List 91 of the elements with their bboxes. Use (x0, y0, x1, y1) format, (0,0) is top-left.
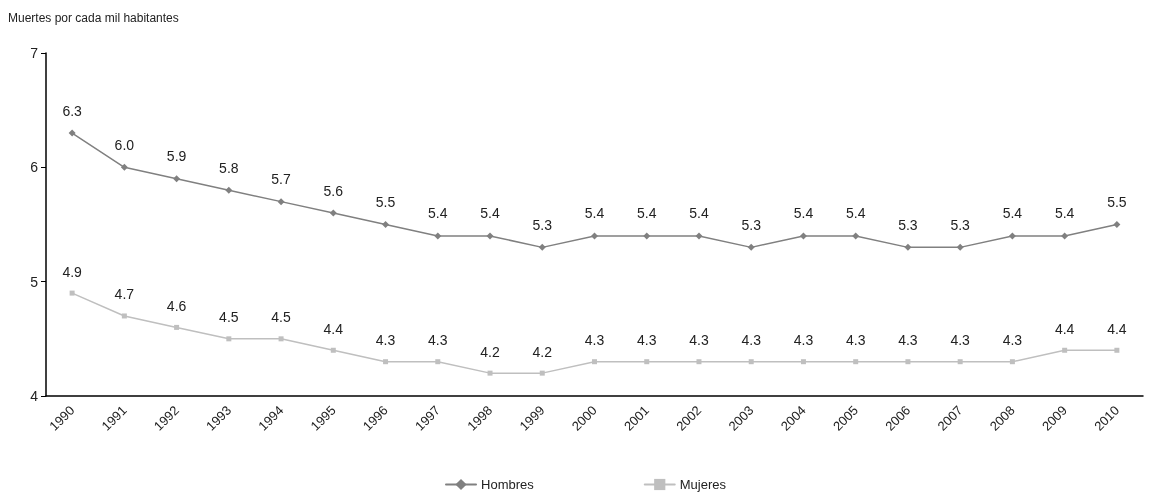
data-label: 4.5 (271, 309, 292, 326)
data-label: 4.3 (637, 332, 657, 349)
point (68, 129, 76, 137)
point (487, 370, 493, 376)
point (957, 359, 963, 365)
point (538, 243, 546, 251)
data-label: 4.7 (114, 286, 135, 303)
point (1062, 347, 1068, 353)
data-label: 5.8 (219, 159, 239, 176)
point (1061, 232, 1069, 240)
y-tick-label: 4 (30, 388, 39, 404)
point (173, 175, 181, 183)
point (1009, 359, 1015, 365)
data-label: 5.4 (1054, 205, 1075, 222)
point (747, 243, 755, 251)
data-label: 5.4 (584, 205, 605, 222)
data-label: 4.3 (689, 332, 709, 349)
data-label: 4.6 (166, 297, 187, 314)
data-label: 5.5 (375, 194, 396, 210)
data-label: 5.4 (428, 205, 448, 222)
data-label: 4.3 (793, 332, 814, 349)
point (539, 370, 545, 376)
data-label: 5.3 (950, 216, 971, 233)
data-label: 4.4 (1054, 320, 1075, 337)
point (383, 359, 389, 365)
point (1113, 221, 1121, 228)
y-tick-label: 7 (30, 45, 39, 61)
data-label: 4.3 (741, 332, 762, 349)
data-label: 4.4 (323, 320, 344, 337)
point (591, 232, 598, 240)
data-label: 4.3 (428, 332, 448, 349)
data-label: 6.0 (114, 136, 135, 153)
point (330, 347, 336, 353)
data-label: 4.3 (845, 332, 866, 349)
data-label: 5.4 (845, 205, 866, 222)
point (905, 359, 911, 365)
point (852, 232, 860, 240)
point (592, 359, 597, 365)
point (800, 359, 806, 365)
data-label: 5.4 (637, 205, 657, 222)
point (121, 313, 127, 319)
point (120, 163, 128, 171)
y-tick-label: 5 (30, 273, 39, 290)
point (329, 209, 337, 217)
point (643, 232, 651, 240)
data-label: 4.3 (950, 332, 971, 349)
point (226, 336, 232, 342)
point (486, 232, 494, 240)
point (435, 359, 441, 365)
data-label: 5.5 (1107, 194, 1127, 210)
data-label: 5.7 (271, 171, 292, 188)
data-label: 4.3 (375, 332, 396, 349)
point (277, 198, 285, 206)
point (174, 324, 180, 330)
point (644, 359, 650, 365)
point (956, 243, 964, 251)
point (695, 232, 703, 240)
data-label: 4.3 (1002, 332, 1023, 349)
data-label: 5.3 (898, 216, 918, 233)
data-label: 5.4 (1002, 205, 1023, 222)
data-label: 5.4 (480, 205, 500, 222)
y-tick-label: 6 (30, 159, 39, 176)
legend-label: Hombres (481, 477, 535, 492)
point (1008, 232, 1016, 240)
point (278, 336, 284, 342)
point (1114, 347, 1120, 353)
data-label: 4.5 (219, 309, 239, 326)
point (853, 359, 859, 365)
data-label: 5.3 (741, 216, 762, 233)
point (434, 232, 442, 240)
point (225, 186, 233, 194)
point (799, 232, 807, 240)
data-label: 4.3 (898, 332, 918, 349)
point (382, 221, 390, 228)
data-label: 6.3 (62, 102, 83, 119)
data-label: 4.4 (1107, 320, 1127, 337)
data-label: 5.6 (323, 182, 344, 199)
data-label: 4.2 (480, 343, 500, 360)
legend-label: Mujeres (679, 477, 727, 492)
point (69, 290, 75, 296)
point (904, 243, 912, 251)
data-label: 4.3 (584, 332, 605, 349)
y-axis-title: Muertes por cada mil habitantes (8, 11, 179, 25)
data-label: 5.3 (532, 216, 553, 233)
data-label: 4.9 (62, 263, 83, 280)
data-label: 4.2 (532, 343, 553, 360)
data-label: 5.9 (166, 148, 187, 165)
point (748, 359, 754, 365)
data-label: 5.4 (793, 205, 814, 222)
data-label: 5.4 (689, 205, 709, 222)
point (696, 359, 702, 365)
